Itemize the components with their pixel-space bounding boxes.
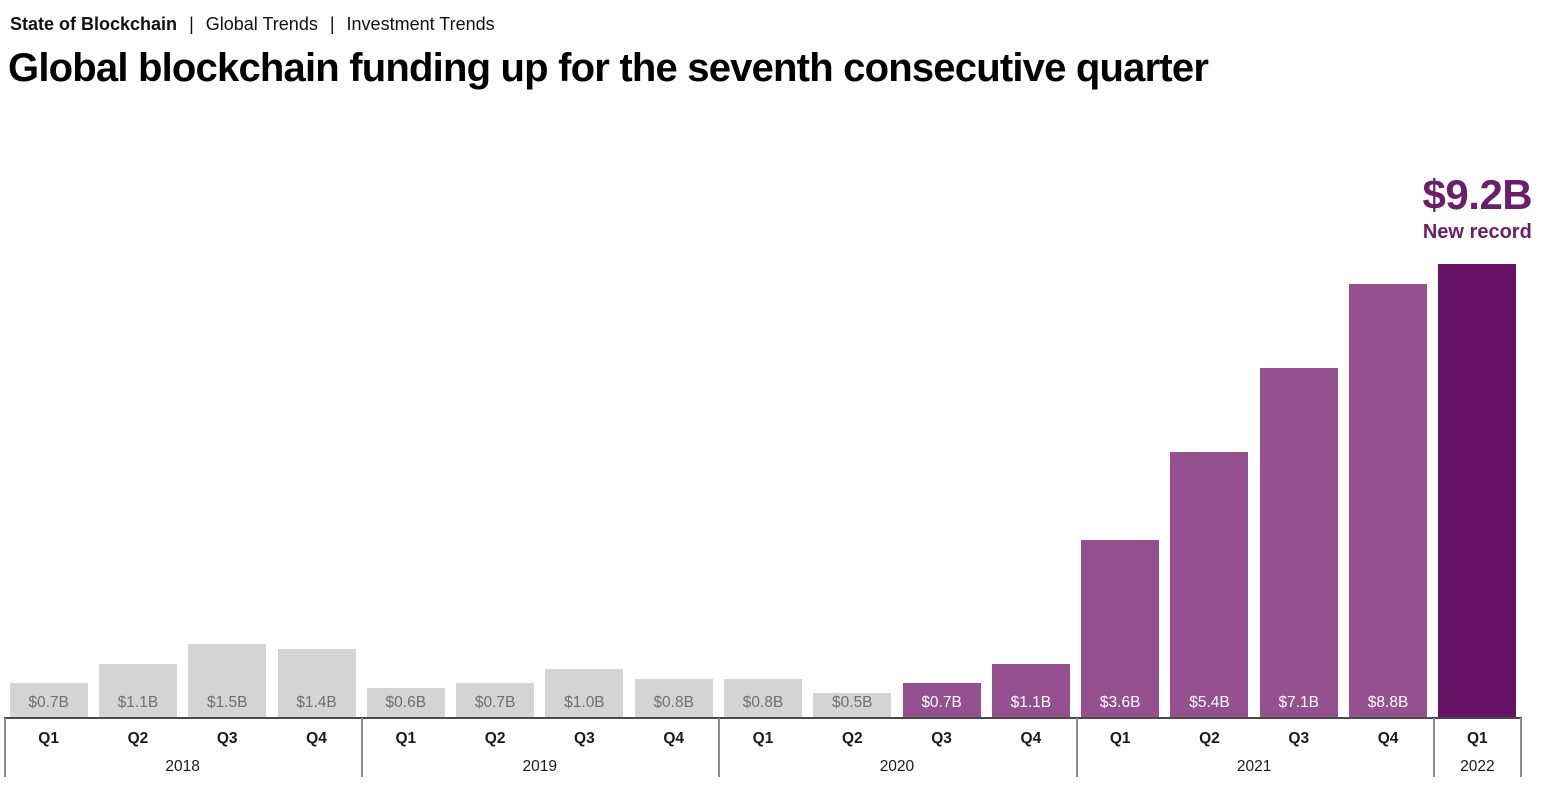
x-tick-label-2018-q3: Q3 [216, 730, 238, 747]
bar-value-label: $0.7B [28, 694, 69, 711]
bar-2018-q1: $0.7B [9, 683, 88, 718]
year-label-2018: 2018 [165, 758, 200, 775]
bar-2021-q4: $8.8B [1349, 283, 1428, 718]
year-divider [1075, 718, 1078, 777]
x-tick-label-2020-q2: Q2 [841, 730, 863, 747]
bar-value-label: $1.1B [1010, 694, 1052, 711]
record-annotation: $9.2B New record [1423, 172, 1533, 244]
year-divider [718, 718, 721, 777]
x-tick-label-2022-q1: Q1 [1467, 730, 1488, 747]
year-divider [1432, 718, 1435, 777]
bar-2018-q2: $1.1B [98, 663, 177, 718]
year-label-2020: 2020 [879, 758, 915, 775]
bar-value-label: $7.1B [1278, 694, 1319, 711]
bar-2020-q3: $0.7B [902, 683, 981, 718]
bar-value-label: $8.8B [1367, 694, 1409, 711]
bar-value-label: $1.0B [564, 694, 605, 711]
x-tick-label-2019-q4: Q4 [663, 730, 685, 747]
bar-2021-q2: $5.4B [1170, 451, 1249, 718]
bar-2018-q3: $1.5B [188, 643, 267, 718]
bar-value-label: $0.6B [385, 694, 427, 711]
bar-value-label: $0.7B [474, 694, 516, 711]
bar-2020-q2: $0.5B [813, 693, 892, 718]
bar-2019-q3: $1.0B [545, 668, 624, 718]
year-label-2019: 2019 [522, 758, 557, 775]
bar-2019-q1: $0.6B [366, 688, 445, 718]
year-divider [4, 718, 6, 777]
breadcrumb-item-global-trends: Global Trends [205, 14, 318, 34]
x-tick-label-2018-q2: Q2 [127, 730, 149, 747]
year-label-2022: 2022 [1460, 758, 1495, 775]
x-tick-label-2020-q3: Q3 [931, 730, 952, 747]
bar-value-label: $3.6B [1099, 694, 1141, 711]
bar-value-label: $0.8B [742, 694, 784, 711]
x-tick-label-2021-q1: Q1 [1109, 730, 1131, 747]
bar-2021-q3: $7.1B [1259, 367, 1338, 718]
bar-value-label: $1.1B [117, 694, 159, 711]
breadcrumb-separator: | [329, 14, 335, 34]
bar-2020-q1: $0.8B [724, 678, 802, 718]
record-value-label: $9.2B [1422, 171, 1533, 218]
bar-2019-q4: $0.8B [634, 678, 713, 718]
x-tick-label-2019-q1: Q1 [395, 730, 417, 747]
bar-value-label: $1.4B [296, 694, 337, 711]
bar-2018-q4: $1.4B [277, 648, 356, 718]
x-tick-label-2020-q4: Q4 [1020, 730, 1042, 747]
x-tick-label-2021-q2: Q2 [1199, 730, 1220, 747]
breadcrumb-separator: | [189, 14, 194, 34]
bar-2019-q2: $0.7B [456, 683, 535, 718]
bar-2022-q1 [1438, 264, 1517, 718]
breadcrumb-item-state-of-blockchain: State of Blockchain [10, 14, 178, 34]
bar-value-label: $0.5B [832, 694, 873, 711]
x-tick-label-2021-q4: Q4 [1377, 730, 1399, 747]
bar-2021-q1: $3.6B [1081, 540, 1160, 718]
bar-value-label: $0.8B [653, 694, 694, 711]
x-axis-line [4, 717, 1522, 719]
bar-value-label: $5.4B [1189, 694, 1230, 711]
x-tick-label-2019-q2: Q2 [484, 730, 506, 747]
bar-value-label: $0.7B [921, 694, 962, 711]
year-divider [361, 718, 364, 777]
year-label-2021: 2021 [1236, 758, 1272, 775]
breadcrumb: State of Blockchain | Global Trends | In… [10, 13, 495, 35]
chart-title: Global blockchain funding up for the sev… [8, 46, 1209, 90]
x-tick-label-2019-q3: Q3 [574, 730, 595, 747]
year-divider [1520, 718, 1522, 777]
x-tick-label-2021-q3: Q3 [1288, 730, 1310, 747]
x-tick-label-2018-q4: Q4 [306, 730, 327, 747]
bar-value-label: $1.5B [206, 694, 248, 711]
x-tick-label-2018-q1: Q1 [38, 730, 59, 747]
record-caption-label: New record [1422, 221, 1532, 243]
bar-2020-q4: $1.1B [991, 663, 1070, 718]
breadcrumb-item-investment-trends: Investment Trends [346, 14, 495, 34]
x-tick-label-2020-q1: Q1 [752, 730, 774, 747]
